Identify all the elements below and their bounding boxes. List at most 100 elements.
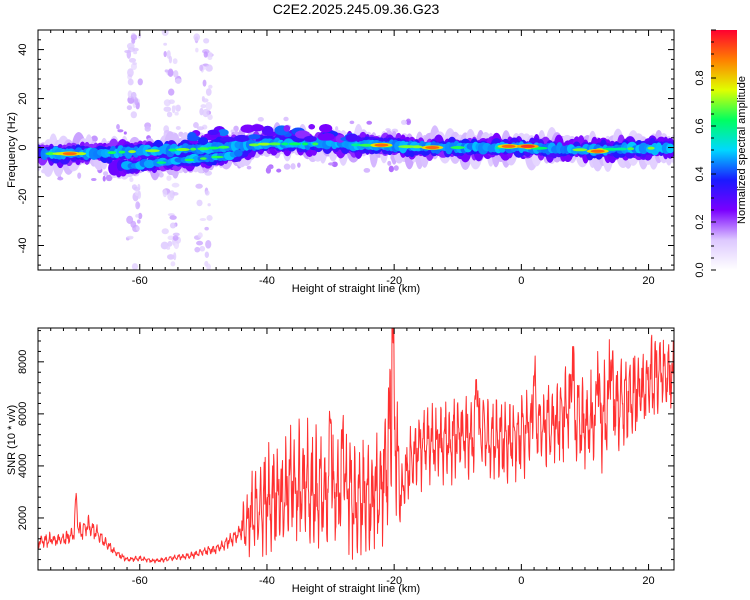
spectrogram-cell	[123, 131, 127, 135]
spectrogram-x-tick-label: -60	[132, 275, 148, 287]
spectrogram-cell	[308, 124, 316, 130]
spectrogram-cell	[206, 214, 213, 221]
spectrogram-cell	[130, 91, 137, 99]
spectrogram-cell	[162, 189, 168, 198]
spectrogram-cell	[196, 126, 205, 131]
spectrogram-cell	[172, 235, 179, 241]
spectrogram-cell	[184, 158, 195, 162]
spectrogram-cell	[331, 161, 338, 168]
spectrogram-cell	[219, 137, 233, 142]
spectrogram-cell	[387, 160, 392, 166]
snr-x-axis-label: Height of straight line (km)	[292, 583, 420, 595]
spectrogram-cell	[135, 214, 139, 218]
spectrogram-cell	[126, 42, 135, 50]
spectrogram-cell	[163, 99, 171, 107]
spectrogram-cell	[130, 111, 138, 119]
spectrogram-x-tick-label: -20	[386, 275, 402, 287]
spectrogram-cell	[266, 165, 274, 170]
spectrogram-cell	[411, 145, 423, 149]
spectrogram-cell	[345, 133, 359, 142]
spectrogram-cell	[572, 148, 588, 152]
spectrogram-cell	[200, 104, 207, 109]
spectrogram-panel: -60 -40 -20 0 20 -40 -20 0 20 40 Height of strai…	[6, 29, 675, 295]
spectrogram-hotspot	[425, 145, 440, 150]
spectrogram-cell	[217, 129, 229, 137]
spectrogram-cell	[164, 69, 169, 73]
spectrogram-cell	[196, 240, 204, 246]
colorbar-ticks: 0.0 0.2 0.4 0.6 0.8	[694, 29, 716, 278]
spectrogram-cell	[134, 97, 139, 106]
spectrogram-cell	[197, 137, 209, 146]
spectrogram-cell	[130, 220, 137, 228]
spectrogram-cell	[168, 55, 173, 64]
spectrogram-cell	[204, 190, 210, 196]
spectrogram-cell	[167, 240, 173, 247]
spectrogram-cell	[297, 162, 301, 168]
spectrogram-cell	[246, 165, 252, 170]
spectrogram-cell	[163, 42, 168, 46]
spectrogram-hotspot	[62, 152, 77, 156]
spectrogram-cell	[207, 146, 220, 150]
spectrogram-cell	[248, 143, 260, 147]
spectrogram-cell	[135, 226, 140, 231]
spectrogram-cell	[195, 183, 203, 189]
colorbar-gradient	[711, 30, 737, 270]
spectrogram-y-tick-label: 20	[17, 92, 29, 104]
spectrogram-cell	[205, 88, 212, 96]
spectrogram-cell	[349, 120, 355, 125]
spectrogram-cell	[207, 203, 211, 207]
spectrogram-cell	[195, 47, 199, 53]
spectrogram-y-tick-label: -40	[17, 238, 29, 254]
spectrogram-cell	[613, 147, 628, 151]
spectrogram-cell	[168, 148, 178, 152]
spectrogram-cell	[118, 150, 126, 154]
spectrogram-cell	[171, 182, 180, 188]
spectrogram-cell	[206, 263, 211, 270]
spectrogram-y-axis-label: Frequency (Hz)	[6, 112, 18, 188]
spectrogram-cell	[400, 119, 407, 125]
spectrogram-cell	[303, 135, 317, 143]
spectrogram-cell	[161, 228, 169, 235]
spectrogram-y-tick-label: 40	[17, 43, 29, 55]
spectrogram-cell	[199, 245, 206, 252]
spectrogram-cell	[167, 192, 175, 201]
snr-y-tick-label: 6000	[17, 402, 29, 426]
spectrogram-y-axis: -40 -20 0 20 40	[17, 29, 674, 266]
snr-x-tick-label: -60	[132, 575, 148, 587]
spectrogram-cell	[233, 125, 239, 132]
spectrogram-cell	[156, 161, 167, 164]
spectrogram-cell	[129, 177, 134, 183]
spectrogram-x-axis-label: Height of straight line (km)	[292, 283, 420, 295]
spectrogram-cell	[199, 217, 207, 222]
spectrogram-cell	[137, 78, 143, 86]
spectrogram-cell	[176, 148, 190, 152]
snr-y-axis-label: SNR (10 * v/v)	[6, 405, 18, 475]
spectrogram-cell	[207, 114, 213, 121]
spectrogram-cell	[168, 88, 175, 96]
colorbar-tick-label: 0.8	[694, 70, 706, 85]
spectrogram-cell	[207, 55, 213, 61]
spectrogram-cell	[197, 232, 203, 239]
spectrogram-cell	[130, 34, 138, 41]
spectrogram-cell	[124, 49, 131, 54]
spectrogram-cell	[172, 232, 180, 237]
spectrogram-cell	[261, 125, 274, 136]
spectrogram-cell	[163, 106, 172, 112]
spectrogram-cell	[205, 101, 213, 111]
spectrogram-cell	[248, 134, 261, 140]
spectrogram-cell	[328, 162, 334, 166]
spectrogram-cell	[107, 151, 116, 155]
spectrogram-cell	[208, 84, 213, 89]
spectrogram-x-tick-label: 0	[518, 275, 524, 287]
spectrogram-cell	[363, 168, 371, 173]
spectrogram-y-tick-label: 0	[17, 144, 29, 150]
snr-panel: -60 -40 -20 0 20 2000 4000 6000 8000 Height of …	[6, 327, 675, 595]
snr-series-line	[38, 328, 674, 564]
spectrogram-cell	[281, 142, 289, 146]
spectrogram-cell	[105, 174, 113, 182]
colorbar-tick-label: 0.0	[694, 262, 706, 277]
spectrogram-cell	[137, 219, 141, 224]
spectrogram-y-tick-label: -20	[17, 189, 29, 205]
snr-y-axis: 2000 4000 6000 8000	[17, 330, 674, 571]
